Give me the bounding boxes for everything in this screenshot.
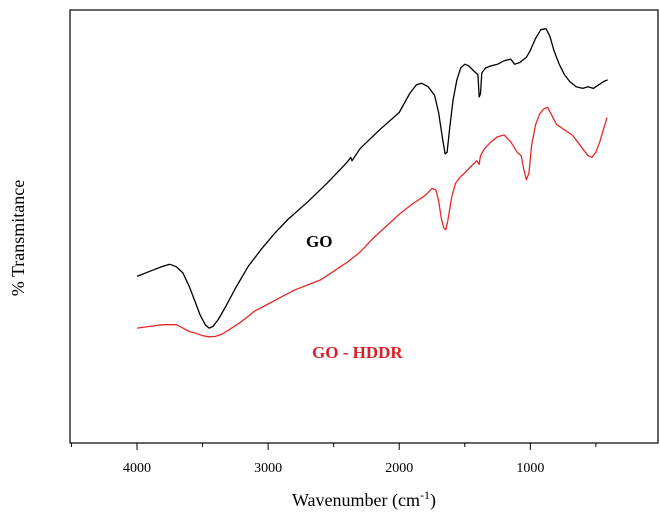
x-axis-ticks [70, 443, 597, 450]
x-axis-title-main: Wavenumber (cm [292, 490, 420, 511]
x-tick-label-4000: 4000 [123, 461, 151, 476]
x-axis-title: Wavenumber (cm-1) [292, 488, 436, 511]
series-label-go: GO [306, 232, 332, 251]
x-tick-label-3000: 3000 [254, 461, 282, 476]
series-label-go-hddr: GO - HDDR [312, 343, 403, 362]
x-tick-label-1000: 1000 [516, 461, 544, 476]
x-axis-title-suffix: ) [430, 490, 436, 511]
x-tick-label-2000: 2000 [385, 461, 413, 476]
x-axis-tick-labels: 4000 3000 2000 1000 [123, 461, 544, 476]
series-line-go-hddr [136, 106, 608, 338]
y-axis-title: % Transmitance [8, 180, 28, 297]
series-line-go [136, 28, 608, 329]
x-axis-title-sup: -1 [420, 488, 430, 502]
series-layer [136, 28, 608, 338]
plot-frame [69, 9, 659, 444]
